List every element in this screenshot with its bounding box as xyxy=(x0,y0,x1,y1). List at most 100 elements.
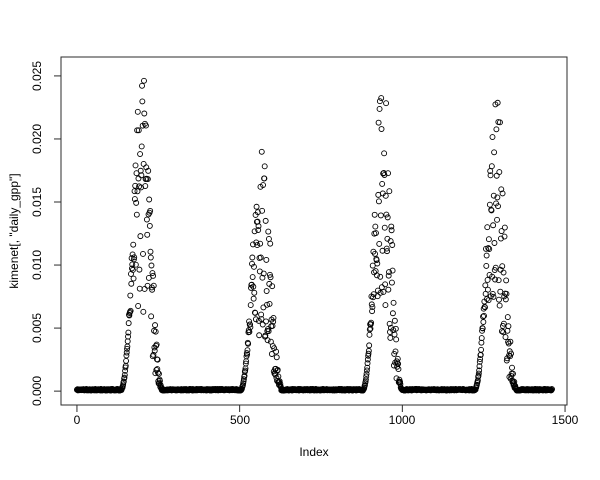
data-point xyxy=(491,240,498,246)
data-point xyxy=(152,322,158,329)
data-point xyxy=(391,317,398,324)
data-point xyxy=(249,254,256,261)
data-point xyxy=(274,366,281,373)
data-point xyxy=(258,316,265,322)
data-point xyxy=(127,292,134,299)
data-point xyxy=(264,301,270,308)
data-point xyxy=(509,364,515,371)
data-point xyxy=(121,374,128,381)
data-point xyxy=(267,274,274,281)
data-point xyxy=(149,270,156,277)
data-point xyxy=(494,216,500,223)
data-point xyxy=(130,275,137,282)
data-point xyxy=(147,248,154,255)
data-point xyxy=(144,176,151,183)
data-point xyxy=(386,269,392,276)
data-point xyxy=(484,277,491,283)
data-point xyxy=(146,196,153,203)
data-point xyxy=(389,267,396,274)
data-point xyxy=(495,203,501,210)
data-point xyxy=(135,127,142,134)
data-point xyxy=(377,212,384,219)
data-point xyxy=(259,321,266,328)
data-point xyxy=(476,358,483,365)
data-point xyxy=(489,134,496,141)
data-point xyxy=(494,99,501,106)
data-point xyxy=(391,331,398,338)
data-point xyxy=(273,354,280,361)
data-point xyxy=(136,266,143,273)
data-point xyxy=(362,376,369,383)
data-point xyxy=(365,347,372,354)
data-point xyxy=(500,269,507,276)
y-tick-label-0025: 0.025 xyxy=(30,60,44,92)
data-point xyxy=(481,312,487,319)
data-point xyxy=(500,320,507,327)
data-point xyxy=(137,151,144,157)
x-tick-label-1500: 1500 xyxy=(551,413,579,427)
data-point xyxy=(145,167,152,174)
data-point xyxy=(259,207,266,214)
data-point xyxy=(120,378,127,385)
data-point xyxy=(488,163,495,170)
data-point xyxy=(244,351,251,358)
data-point xyxy=(153,366,160,373)
data-point xyxy=(496,302,503,309)
data-point xyxy=(148,313,155,320)
data-point xyxy=(365,350,372,357)
data-point xyxy=(378,95,385,102)
data-point xyxy=(240,376,247,383)
data-point xyxy=(261,163,268,170)
data-point xyxy=(137,233,144,240)
data-point xyxy=(368,319,375,326)
data-point xyxy=(476,363,483,370)
data-point xyxy=(153,341,160,348)
data-point xyxy=(150,351,157,358)
data-point xyxy=(479,325,486,332)
data-point xyxy=(128,280,135,287)
data-point xyxy=(257,240,264,247)
data-point xyxy=(133,199,140,206)
data-point xyxy=(372,223,379,230)
data-point xyxy=(131,254,138,261)
data-point xyxy=(382,302,389,309)
data-point xyxy=(363,373,370,380)
data-point xyxy=(492,264,499,271)
data-point xyxy=(499,190,506,197)
data-point xyxy=(121,372,128,378)
data-point xyxy=(124,345,131,352)
data-point xyxy=(507,338,514,345)
data-point xyxy=(498,186,505,193)
data-point xyxy=(490,293,497,300)
data-point xyxy=(265,228,272,235)
data-point xyxy=(497,288,504,295)
data-point xyxy=(270,318,277,325)
data-point xyxy=(267,240,274,247)
data-point xyxy=(129,261,136,268)
data-point xyxy=(125,333,131,340)
data-point xyxy=(486,201,493,208)
data-point xyxy=(260,270,267,277)
data-point xyxy=(505,340,512,347)
data-point xyxy=(373,230,379,236)
data-point xyxy=(383,100,390,107)
data-point xyxy=(255,223,262,230)
data-point xyxy=(270,314,277,321)
data-point xyxy=(257,254,264,261)
data-point xyxy=(265,236,272,242)
data-point xyxy=(499,263,506,270)
data-point xyxy=(135,303,142,309)
data-point xyxy=(263,318,269,325)
data-point xyxy=(477,356,484,363)
data-point xyxy=(502,334,509,341)
data-point xyxy=(492,276,499,283)
x-tick-label-1000: 1000 xyxy=(388,413,416,427)
data-point xyxy=(395,366,402,373)
data-point xyxy=(273,348,280,355)
x-tick-label-0: 0 xyxy=(73,413,81,427)
data-point xyxy=(388,279,395,286)
data-point xyxy=(146,222,153,229)
data-point xyxy=(148,262,155,269)
